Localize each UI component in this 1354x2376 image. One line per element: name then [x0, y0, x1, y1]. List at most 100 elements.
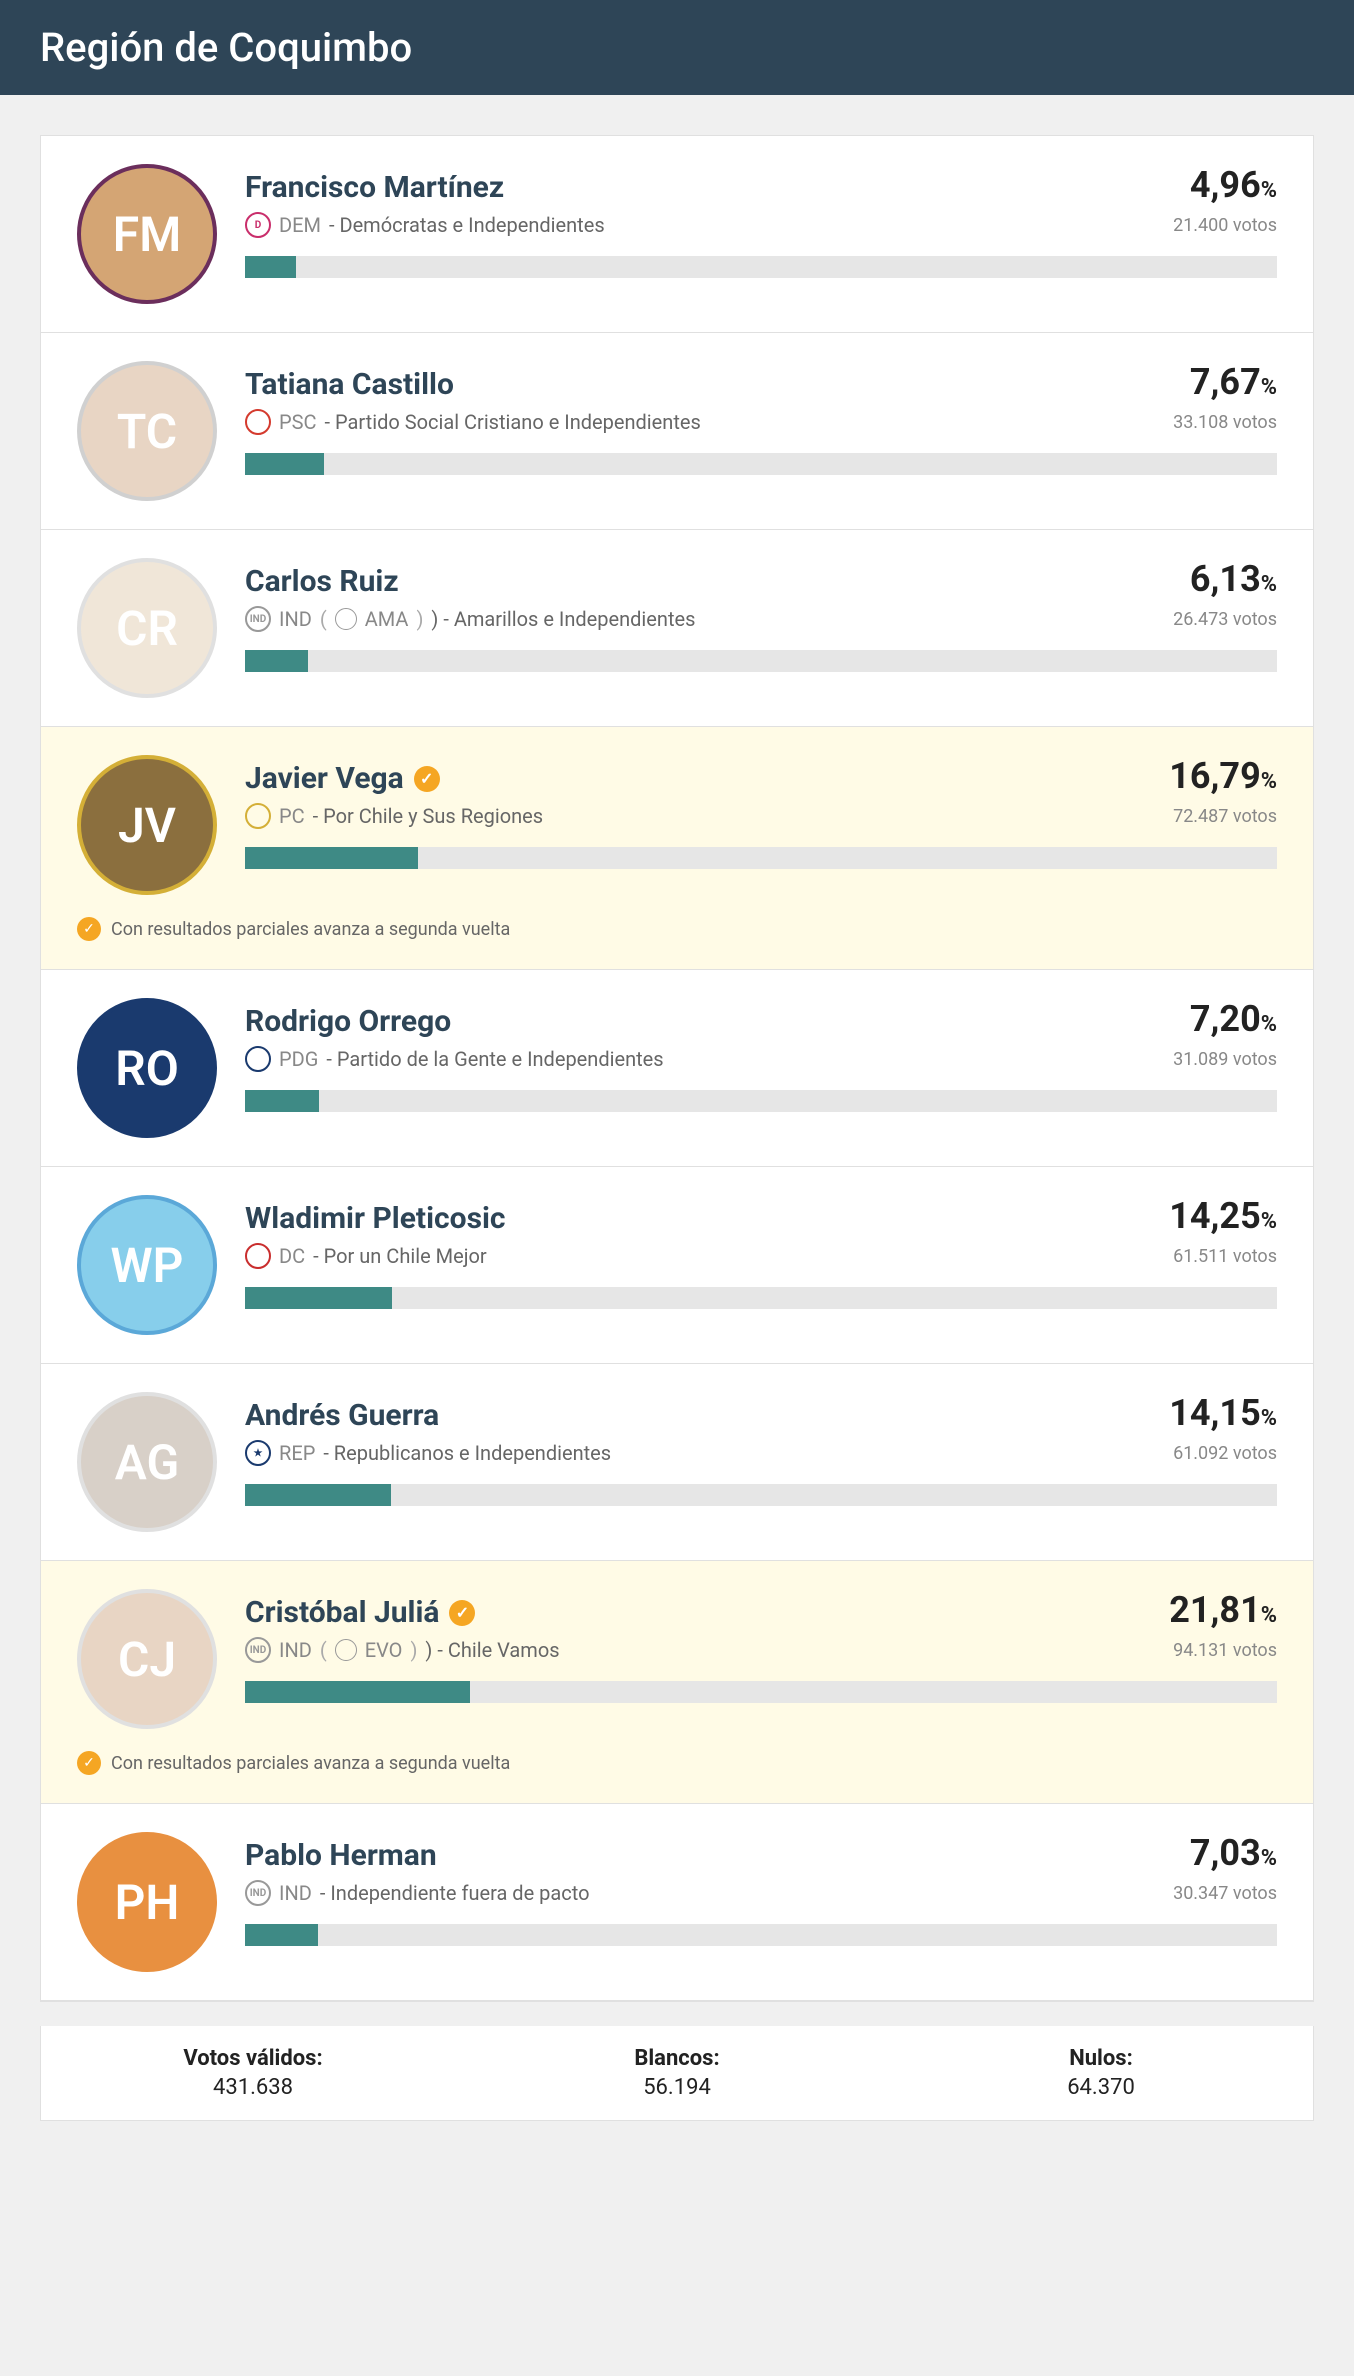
candidate-party: IND IND - Independiente fuera de pacto: [245, 1880, 589, 1906]
vote-bar-fill: [245, 1287, 392, 1309]
party-badge-icon: IND: [245, 1637, 271, 1663]
candidate-card: CJ Cristóbal Juliá ✓ 21,81% IND IND ( EV…: [41, 1561, 1313, 1804]
candidate-info: Wladimir Pleticosic 14,25% DC - Por un C…: [245, 1195, 1277, 1309]
pct-symbol: %: [1261, 375, 1277, 400]
candidate-votes: 61.511 votos: [1173, 1246, 1277, 1267]
candidate-row2: IND IND ( AMA ) ) - Amarillos e Independ…: [245, 606, 1277, 632]
candidate-party: IND IND ( AMA ) ) - Amarillos e Independ…: [245, 606, 695, 632]
party-badge-icon: IND: [245, 606, 271, 632]
candidate-votes: 94.131 votos: [1173, 1640, 1277, 1661]
candidate-row2: PC - Por Chile y Sus Regiones 72.487 vot…: [245, 803, 1277, 829]
candidate-avatar: RO: [77, 998, 217, 1138]
candidate-row1: Andrés Guerra 14,15%: [245, 1392, 1277, 1434]
party-code: IND: [279, 607, 312, 631]
candidate-row2: PDG - Partido de la Gente e Independient…: [245, 1046, 1277, 1072]
paren-close: ): [410, 1638, 417, 1662]
party-badge-icon: [245, 1046, 271, 1072]
sub-party-code: EVO: [365, 1638, 403, 1662]
pct-symbol: %: [1261, 1846, 1277, 1871]
candidate-main: AG Andrés Guerra 14,15% ★ REP - Republic…: [77, 1392, 1277, 1532]
candidate-votes: 21.400 votos: [1173, 215, 1277, 236]
vote-bar-bg: [245, 1287, 1277, 1309]
candidate-name: Rodrigo Orrego: [245, 1004, 451, 1039]
candidate-row2: DC - Por un Chile Mejor 61.511 votos: [245, 1243, 1277, 1269]
candidate-votes: 26.473 votos: [1173, 609, 1277, 630]
paren-open: (: [320, 607, 327, 631]
candidate-name: Javier Vega ✓: [245, 761, 440, 796]
party-name: - Partido Social Cristiano e Independien…: [325, 410, 701, 434]
summary-validos-label: Votos válidos:: [61, 2046, 445, 2071]
candidate-card: AG Andrés Guerra 14,15% ★ REP - Republic…: [41, 1364, 1313, 1561]
candidate-card: FM Francisco Martínez 4,96% D DEM - Demó…: [41, 136, 1313, 333]
candidate-main: RO Rodrigo Orrego 7,20% PDG - Partido de…: [77, 998, 1277, 1138]
candidate-name-text: Pablo Herman: [245, 1838, 437, 1873]
vote-bar-fill: [245, 1090, 319, 1112]
summary-validos: Votos válidos: 431.638: [41, 2026, 465, 2120]
party-name: - Partido de la Gente e Independientes: [326, 1047, 663, 1071]
sub-party-code: AMA: [365, 607, 409, 631]
party-code: DEM: [279, 213, 321, 237]
winner-check-icon: ✓: [414, 766, 440, 792]
candidate-card: CR Carlos Ruiz 6,13% IND IND ( AMA ) ) -…: [41, 530, 1313, 727]
party-badge-icon: D: [245, 212, 271, 238]
candidate-row2: D DEM - Demócratas e Independientes 21.4…: [245, 212, 1277, 238]
candidate-avatar: WP: [77, 1195, 217, 1335]
candidate-info: Rodrigo Orrego 7,20% PDG - Partido de la…: [245, 998, 1277, 1112]
summary-blancos-val: 56.194: [485, 2075, 869, 2100]
candidate-info: Tatiana Castillo 7,67% PSC - Partido Soc…: [245, 361, 1277, 475]
candidate-main: FM Francisco Martínez 4,96% D DEM - Demó…: [77, 164, 1277, 304]
candidate-party: ★ REP - Republicanos e Independientes: [245, 1440, 611, 1466]
candidate-avatar: FM: [77, 164, 217, 304]
vote-bar-fill: [245, 650, 308, 672]
candidate-name-text: Cristóbal Juliá: [245, 1595, 439, 1630]
candidate-votes: 72.487 votos: [1173, 806, 1277, 827]
party-code: REP: [279, 1441, 315, 1465]
party-badge-icon: [245, 1243, 271, 1269]
candidate-avatar: CR: [77, 558, 217, 698]
candidate-party: PSC - Partido Social Cristiano e Indepen…: [245, 409, 701, 435]
candidate-pct: 14,25%: [1169, 1195, 1277, 1237]
pct-symbol: %: [1261, 572, 1277, 597]
candidate-row1: Tatiana Castillo 7,67%: [245, 361, 1277, 403]
paren-close: ): [416, 607, 423, 631]
summary-nulos: Nulos: 64.370: [889, 2026, 1313, 2120]
vote-bar-fill: [245, 453, 324, 475]
vote-bar-fill: [245, 847, 418, 869]
candidate-row1: Cristóbal Juliá ✓ 21,81%: [245, 1589, 1277, 1631]
vote-bar-bg: [245, 256, 1277, 278]
candidate-avatar: AG: [77, 1392, 217, 1532]
candidate-row1: Rodrigo Orrego 7,20%: [245, 998, 1277, 1040]
candidate-card: RO Rodrigo Orrego 7,20% PDG - Partido de…: [41, 970, 1313, 1167]
vote-bar-bg: [245, 1924, 1277, 1946]
summary-blancos-label: Blancos:: [485, 2046, 869, 2071]
party-badge-icon: [245, 409, 271, 435]
runoff-note: ✓ Con resultados parciales avanza a segu…: [77, 1751, 1277, 1775]
candidate-list: FM Francisco Martínez 4,96% D DEM - Demó…: [40, 135, 1314, 2002]
vote-bar-bg: [245, 1484, 1277, 1506]
candidate-row2: IND IND - Independiente fuera de pacto 3…: [245, 1880, 1277, 1906]
party-name: ) - Amarillos e Independientes: [431, 607, 695, 631]
candidate-main: WP Wladimir Pleticosic 14,25% DC - Por u…: [77, 1195, 1277, 1335]
summary-nulos-label: Nulos:: [909, 2046, 1293, 2071]
candidate-name-text: Rodrigo Orrego: [245, 1004, 451, 1039]
vote-bar-bg: [245, 1090, 1277, 1112]
candidate-name-text: Javier Vega: [245, 761, 404, 796]
candidate-info: Andrés Guerra 14,15% ★ REP - Republicano…: [245, 1392, 1277, 1506]
party-code: DC: [279, 1244, 305, 1268]
candidate-name: Carlos Ruiz: [245, 564, 399, 599]
pct-symbol: %: [1261, 1012, 1277, 1037]
winner-check-icon: ✓: [449, 1600, 475, 1626]
candidate-row1: Wladimir Pleticosic 14,25%: [245, 1195, 1277, 1237]
summary-blancos: Blancos: 56.194: [465, 2026, 889, 2120]
vote-bar-bg: [245, 453, 1277, 475]
party-code: PC: [279, 804, 305, 828]
candidate-votes: 30.347 votos: [1173, 1883, 1277, 1904]
runoff-check-icon: ✓: [77, 1751, 101, 1775]
results-content: FM Francisco Martínez 4,96% D DEM - Demó…: [0, 95, 1354, 2161]
party-code: PSC: [279, 410, 317, 434]
candidate-name-text: Andrés Guerra: [245, 1398, 439, 1433]
candidate-card: PH Pablo Herman 7,03% IND IND - Independ…: [41, 1804, 1313, 2001]
candidate-main: TC Tatiana Castillo 7,67% PSC - Partido …: [77, 361, 1277, 501]
candidate-row1: Francisco Martínez 4,96%: [245, 164, 1277, 206]
candidate-party: IND IND ( EVO ) ) - Chile Vamos: [245, 1637, 560, 1663]
